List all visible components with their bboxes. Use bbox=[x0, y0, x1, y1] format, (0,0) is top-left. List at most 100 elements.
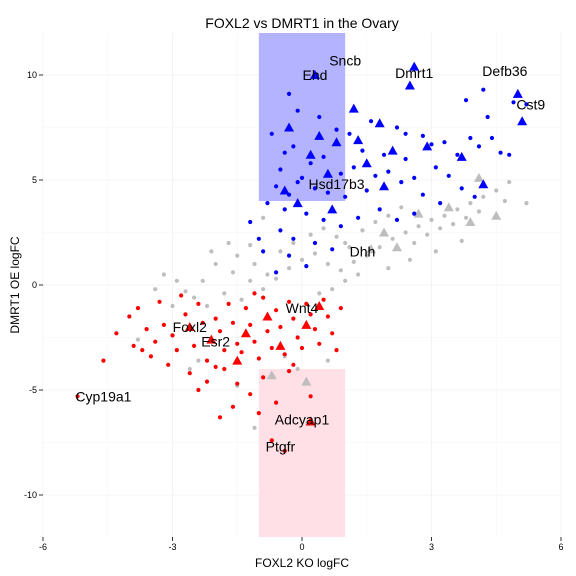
data-point bbox=[196, 358, 201, 363]
data-point bbox=[243, 306, 248, 311]
data-point-triangle bbox=[314, 130, 325, 140]
data-point bbox=[334, 234, 339, 239]
data-point-triangle bbox=[353, 135, 364, 145]
data-point bbox=[433, 165, 438, 170]
data-point-triangle bbox=[309, 70, 320, 79]
data-point bbox=[317, 114, 322, 120]
data-point-triangle bbox=[322, 168, 333, 178]
data-point-triangle bbox=[379, 227, 390, 237]
data-point bbox=[386, 169, 391, 174]
data-point bbox=[360, 148, 365, 153]
gene-label: Defb36 bbox=[482, 63, 527, 79]
data-point bbox=[494, 188, 499, 193]
data-point bbox=[248, 322, 253, 327]
data-point bbox=[502, 198, 507, 204]
data-point bbox=[420, 133, 425, 138]
data-point bbox=[489, 135, 495, 141]
data-point bbox=[286, 266, 292, 271]
data-point-triangle bbox=[331, 137, 342, 147]
data-point bbox=[425, 232, 430, 237]
gene-label: Foxl2 bbox=[173, 319, 207, 335]
data-point bbox=[416, 224, 421, 229]
data-point-triangle bbox=[184, 322, 195, 331]
data-point bbox=[399, 180, 404, 185]
gene-label: Esr2 bbox=[201, 334, 230, 350]
data-point bbox=[407, 257, 413, 262]
data-point bbox=[269, 131, 274, 136]
data-point bbox=[507, 152, 512, 157]
data-point-triangle bbox=[240, 328, 251, 338]
data-point-triangle bbox=[348, 103, 359, 113]
data-point bbox=[351, 259, 356, 264]
data-point bbox=[325, 358, 330, 363]
data-point bbox=[196, 387, 201, 393]
data-point-triangle bbox=[413, 208, 424, 218]
data-point-triangle bbox=[422, 141, 433, 151]
y-tick-label: 0 bbox=[32, 280, 37, 290]
data-point bbox=[343, 278, 348, 283]
data-point-triangle bbox=[512, 88, 523, 98]
data-point-triangle bbox=[301, 376, 312, 386]
data-point bbox=[325, 314, 330, 319]
data-point-triangle bbox=[491, 210, 502, 220]
gene-label: Wnt4 bbox=[286, 300, 319, 316]
data-point bbox=[321, 297, 326, 302]
data-point bbox=[338, 224, 343, 229]
data-point bbox=[261, 375, 266, 380]
gene-label: Cst9 bbox=[516, 96, 545, 112]
data-point bbox=[304, 264, 309, 269]
data-point bbox=[282, 150, 287, 155]
data-point bbox=[295, 180, 300, 185]
data-point bbox=[235, 253, 240, 258]
data-point bbox=[230, 404, 236, 409]
gene-label: Hsd17b3 bbox=[309, 176, 365, 192]
data-point bbox=[274, 276, 279, 281]
data-point bbox=[459, 238, 464, 243]
data-point bbox=[230, 270, 236, 275]
data-point bbox=[161, 272, 166, 277]
data-point-triangle bbox=[262, 311, 273, 321]
data-point-triangle bbox=[391, 242, 402, 252]
data-point bbox=[304, 211, 309, 216]
data-point bbox=[394, 217, 400, 222]
x-tick-label: -3 bbox=[168, 542, 176, 552]
data-point bbox=[476, 144, 482, 149]
data-point bbox=[347, 245, 352, 250]
data-point bbox=[101, 358, 106, 363]
data-point-triangle bbox=[305, 416, 316, 426]
data-point bbox=[463, 215, 469, 220]
data-point bbox=[481, 194, 486, 199]
data-point bbox=[291, 144, 296, 149]
data-point bbox=[364, 188, 369, 193]
data-point bbox=[455, 207, 460, 212]
data-point bbox=[304, 301, 309, 306]
data-point bbox=[191, 343, 197, 348]
data-point bbox=[524, 102, 529, 107]
data-point bbox=[274, 308, 279, 313]
data-point bbox=[334, 127, 339, 132]
x-tick-label: -6 bbox=[39, 542, 47, 552]
data-point-triangle bbox=[284, 122, 295, 132]
data-point bbox=[274, 184, 279, 189]
data-point bbox=[334, 348, 339, 353]
data-point bbox=[286, 91, 292, 96]
data-point bbox=[166, 362, 171, 367]
data-point bbox=[377, 245, 382, 250]
data-point bbox=[226, 301, 231, 306]
data-point bbox=[403, 131, 408, 136]
chart-title: FOXL2 vs DMRT1 in the Ovary bbox=[205, 15, 398, 31]
data-point-triangle bbox=[206, 334, 217, 344]
x-tick-label: 3 bbox=[429, 542, 434, 552]
data-point-triangle bbox=[279, 185, 290, 195]
y-tick-label: 5 bbox=[32, 175, 37, 185]
data-point bbox=[330, 331, 335, 336]
data-point bbox=[312, 186, 318, 191]
data-point bbox=[204, 358, 210, 363]
data-point bbox=[338, 171, 343, 176]
data-point bbox=[299, 345, 305, 351]
data-point bbox=[213, 364, 218, 369]
data-point bbox=[356, 215, 361, 220]
data-point bbox=[261, 215, 266, 220]
data-point bbox=[442, 140, 447, 145]
